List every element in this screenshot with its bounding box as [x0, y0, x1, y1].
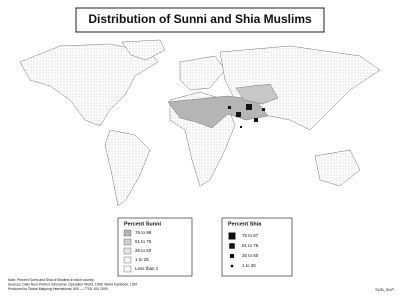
legend-title: Percent Shia [228, 221, 262, 227]
title-box [75, 7, 325, 33]
central-asia-region [235, 83, 279, 105]
legend-swatch [123, 265, 132, 273]
south-america [104, 129, 151, 207]
shia-symbol [262, 108, 265, 111]
note-line: Sources: Daily Noor Perfect Johnstone: O… [8, 282, 137, 286]
legend-label: 51 to 75 [135, 239, 152, 244]
map-code: SUN_SUP [375, 287, 394, 292]
legend-sunni: Percent Sunni 76 to 99 51 to 75 26 to 50 1 … [117, 217, 193, 277]
legend-label: 1 to 25 [135, 257, 149, 262]
legend-swatch [123, 229, 132, 237]
shia-symbol [228, 106, 231, 109]
legend-label: 51 to 75 [242, 243, 259, 248]
legend-label: 26 to 50 [242, 253, 259, 258]
legend-symbol [230, 264, 234, 268]
greenland [121, 39, 166, 61]
title: Distribution of Sunni and Shia Muslims [88, 12, 312, 26]
north-america [19, 43, 159, 127]
notes: Note: Percent Sunni and Shia of Muslims … [8, 278, 137, 291]
legend-label: 1 to 25 [242, 263, 256, 268]
europe [179, 55, 226, 91]
legend-title: Percent Sunni [124, 221, 161, 227]
legend-symbol [228, 232, 236, 240]
note-line: Note: Percent Sunni and Shia of Muslims … [8, 278, 95, 282]
legend-label: Less than 1 [135, 266, 159, 271]
legend-swatch [123, 238, 132, 246]
world-map [19, 39, 381, 207]
shia-symbol [254, 118, 258, 122]
legend-label: 76 to 99 [135, 230, 152, 235]
shia-symbol [246, 104, 252, 110]
legend-shia: Percent Shia 76 to 87 51 to 75 26 to 50 1 t… [221, 217, 293, 277]
note-line: Produced by Global Mapping International… [8, 287, 108, 291]
legend-label: 76 to 87 [242, 233, 259, 238]
legend-symbol [230, 254, 234, 258]
shia-symbols [228, 104, 265, 128]
legend-swatch [123, 256, 132, 264]
shia-symbol [240, 126, 242, 128]
legend-swatch [123, 247, 132, 255]
australia [314, 149, 361, 187]
legend-label: 26 to 50 [135, 248, 152, 253]
legend-symbol [229, 243, 235, 249]
shia-symbol [236, 112, 241, 117]
